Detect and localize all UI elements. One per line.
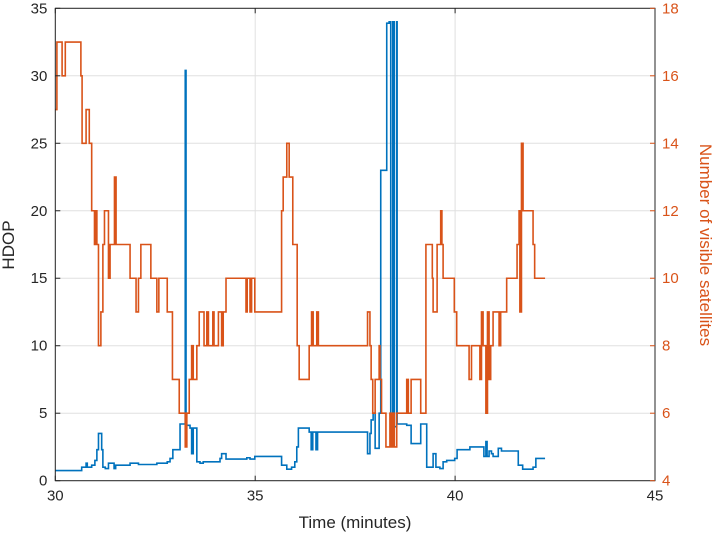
y-tick-label-left: 20 [31, 203, 48, 220]
hdop-series-line [55, 20, 546, 472]
y-tick-label-right: 6 [662, 405, 670, 422]
ticks: 30 35 40 45 0 5 10 15 20 25 30 35 4 6 8 10 12 14 16 18 [31, 0, 679, 504]
y-tick-label-right: 14 [662, 135, 679, 152]
series-lines [55, 20, 546, 472]
x-tick-label: 30 [47, 488, 64, 505]
satellites-series-line [55, 41, 546, 448]
y-tick-label-left: 15 [31, 270, 48, 287]
y-tick-label-right: 18 [662, 0, 679, 17]
y-tick-label-left: 25 [31, 135, 48, 152]
y-axis-label-right: Number of visible satellites [696, 144, 715, 346]
axes-box [54, 7, 656, 482]
x-tick-label: 35 [247, 488, 264, 505]
y-tick-label-right: 10 [662, 270, 679, 287]
x-axis-label: Time (minutes) [299, 513, 412, 532]
y-tick-label-left: 30 [31, 68, 48, 85]
y-tick-label-right: 4 [662, 473, 670, 490]
y-tick-label-right: 16 [662, 68, 679, 85]
y-axis-label-left: HDOP [0, 220, 18, 269]
y-tick-label-left: 35 [31, 0, 48, 17]
x-tick-label: 45 [647, 488, 664, 505]
y-tick-label-right: 8 [662, 338, 670, 355]
y-tick-label-left: 5 [39, 405, 47, 422]
y-tick-label-left: 0 [39, 473, 47, 490]
y-tick-label-left: 10 [31, 338, 48, 355]
y-tick-label-right: 12 [662, 203, 679, 220]
x-tick-label: 40 [447, 488, 464, 505]
